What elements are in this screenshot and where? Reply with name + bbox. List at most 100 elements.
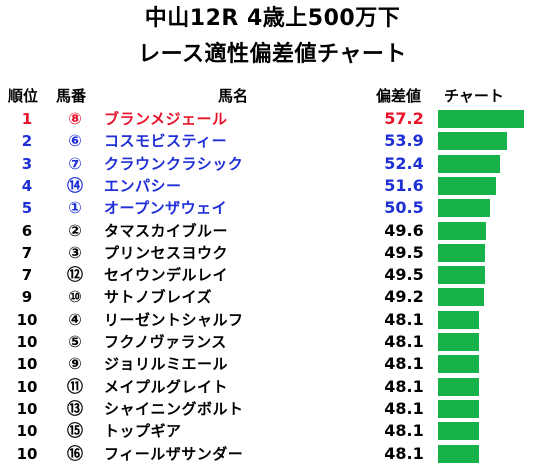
horse-name-cell: ブランメジェール	[104, 110, 228, 128]
horse-number-cell: ②	[68, 220, 82, 240]
horse-name-cell: ジョリルミエール	[104, 355, 229, 374]
score-bar	[438, 422, 479, 441]
rank-cell: 10	[16, 377, 38, 396]
horse-number-cell: ①	[68, 198, 82, 218]
score-value-label: 50.5	[384, 198, 424, 218]
score-bar	[438, 377, 479, 396]
horse-number-cell: ⑮	[66, 421, 83, 441]
score-value-label: 48.1	[384, 398, 424, 418]
horse-name-cell: フクノヴァランス	[104, 333, 227, 351]
score-bar	[438, 110, 524, 128]
score-bar	[438, 176, 496, 195]
rank-cell: 9	[21, 288, 33, 307]
horse-number-cell: ⑯	[66, 443, 83, 463]
score-value-label: 48.1	[384, 309, 424, 329]
score-bar	[438, 221, 486, 240]
chart-title: 中山12R 4歳上500万下	[144, 6, 401, 31]
score-bar	[438, 399, 479, 418]
horse-number-cell: ④	[68, 309, 82, 329]
horse-name-cell: セイウンデルレイ	[104, 266, 229, 285]
horse-number-cell: ⑤	[68, 332, 82, 351]
score-bar	[438, 243, 485, 262]
header-name: 馬名	[218, 87, 249, 105]
table-row: 10 ⑮ トップギア 48.1	[0, 420, 545, 442]
horse-name-cell: コスモビスティー	[104, 132, 228, 151]
score-value-label: 48.1	[384, 443, 424, 463]
rank-cell: 6	[21, 221, 33, 240]
score-bar	[438, 132, 507, 151]
table-row: 3 ⑦ クラウンクラシック 52.4	[0, 153, 545, 175]
header-rank: 順位	[8, 87, 39, 105]
rank-cell: 7	[21, 266, 33, 285]
rank-cell: 7	[21, 243, 33, 262]
score-bar	[438, 154, 500, 173]
horse-number-cell: ⑧	[68, 109, 82, 128]
rank-cell: 2	[21, 132, 33, 151]
score-value-label: 53.9	[384, 131, 424, 151]
horse-number-cell: ⑩	[68, 287, 82, 307]
score-value-label: 49.5	[384, 265, 424, 285]
table-row: 10 ⑬ シャイニングボルト 48.1	[0, 398, 545, 420]
score-bar	[438, 310, 479, 329]
rank-cell: 4	[21, 176, 33, 195]
table-row: 10 ⑨ ジョリルミエール 48.1	[0, 353, 545, 375]
rank-cell: 5	[21, 199, 33, 218]
horse-number-cell: ⑨	[68, 354, 82, 374]
header-number: 馬番	[56, 87, 87, 105]
score-bar	[438, 288, 484, 307]
score-bar	[438, 355, 479, 374]
score-value-label: 48.1	[384, 354, 424, 374]
table-row: 2 ⑥ コスモビスティー 53.9	[0, 130, 545, 152]
table-row: 10 ⑤ フクノヴァランス 48.1	[0, 331, 545, 353]
table-row: 4 ⑭ エンパシー 51.6	[0, 175, 545, 197]
score-value-label: 49.6	[384, 220, 424, 240]
rank-cell: 10	[16, 399, 38, 418]
horse-name-cell: サトノブレイズ	[104, 288, 213, 307]
score-bar	[438, 199, 490, 218]
horse-number-cell: ⑦	[68, 153, 82, 173]
header-chart: チャート	[444, 87, 504, 105]
score-value-label: 48.1	[384, 332, 424, 351]
table-row: 10 ⑪ メイプルグレイト 48.1	[0, 376, 545, 398]
horse-name-cell: クラウンクラシック	[104, 154, 244, 173]
horse-number-cell: ⑫	[66, 265, 83, 285]
table-row: 6 ② タマスカイブルー 49.6	[0, 220, 545, 242]
horse-name-cell: メイプルグレイト	[104, 377, 229, 396]
horse-name-cell: フィールザサンダー	[104, 444, 244, 463]
horse-name-cell: リーゼントシャルフ	[104, 310, 244, 329]
score-bar	[438, 333, 479, 351]
table-row: 7 ⑫ セイウンデルレイ 49.5	[0, 264, 545, 286]
horse-name-cell: エンパシー	[104, 176, 182, 195]
horse-number-cell: ③	[68, 242, 82, 262]
table-row: 10 ⑯ フィールザサンダー 48.1	[0, 443, 545, 465]
horse-name-cell: シャイニングボルト	[104, 399, 244, 418]
table-row: 7 ③ プリンセスヨウク 49.5	[0, 242, 545, 264]
score-value-label: 48.1	[384, 421, 424, 441]
horse-name-cell: オープンザウェイ	[104, 199, 228, 218]
horse-name-cell: タマスカイブルー	[104, 221, 229, 240]
rank-cell: 10	[16, 422, 38, 441]
rank-cell: 10	[16, 333, 38, 351]
horse-number-cell: ⑭	[66, 175, 83, 195]
score-value-label: 49.5	[384, 242, 424, 262]
score-bar	[438, 266, 485, 285]
score-value-label: 57.2	[384, 109, 424, 128]
header-score: 偏差値	[376, 87, 422, 105]
horse-number-cell: ⑥	[68, 131, 82, 151]
score-value-label: 49.2	[384, 287, 424, 307]
score-value-label: 51.6	[384, 175, 424, 195]
score-bar	[438, 444, 479, 463]
rank-cell: 3	[21, 154, 33, 173]
horse-number-cell: ⑪	[66, 376, 83, 396]
rank-cell: 10	[16, 310, 38, 329]
horse-name-cell: プリンセスヨウク	[104, 243, 229, 262]
table-row: 1 ⑧ ブランメジェール 57.2	[0, 108, 545, 130]
table-row: 9 ⑩ サトノブレイズ 49.2	[0, 286, 545, 308]
horse-number-cell: ⑬	[66, 398, 83, 418]
score-value-label: 48.1	[384, 376, 424, 396]
rank-cell: 1	[21, 110, 33, 128]
table-row: 5 ① オープンザウェイ 50.5	[0, 197, 545, 219]
rank-cell: 10	[16, 355, 38, 374]
table-row: 10 ④ リーゼントシャルフ 48.1	[0, 309, 545, 331]
horse-name-cell: トップギア	[104, 422, 182, 441]
